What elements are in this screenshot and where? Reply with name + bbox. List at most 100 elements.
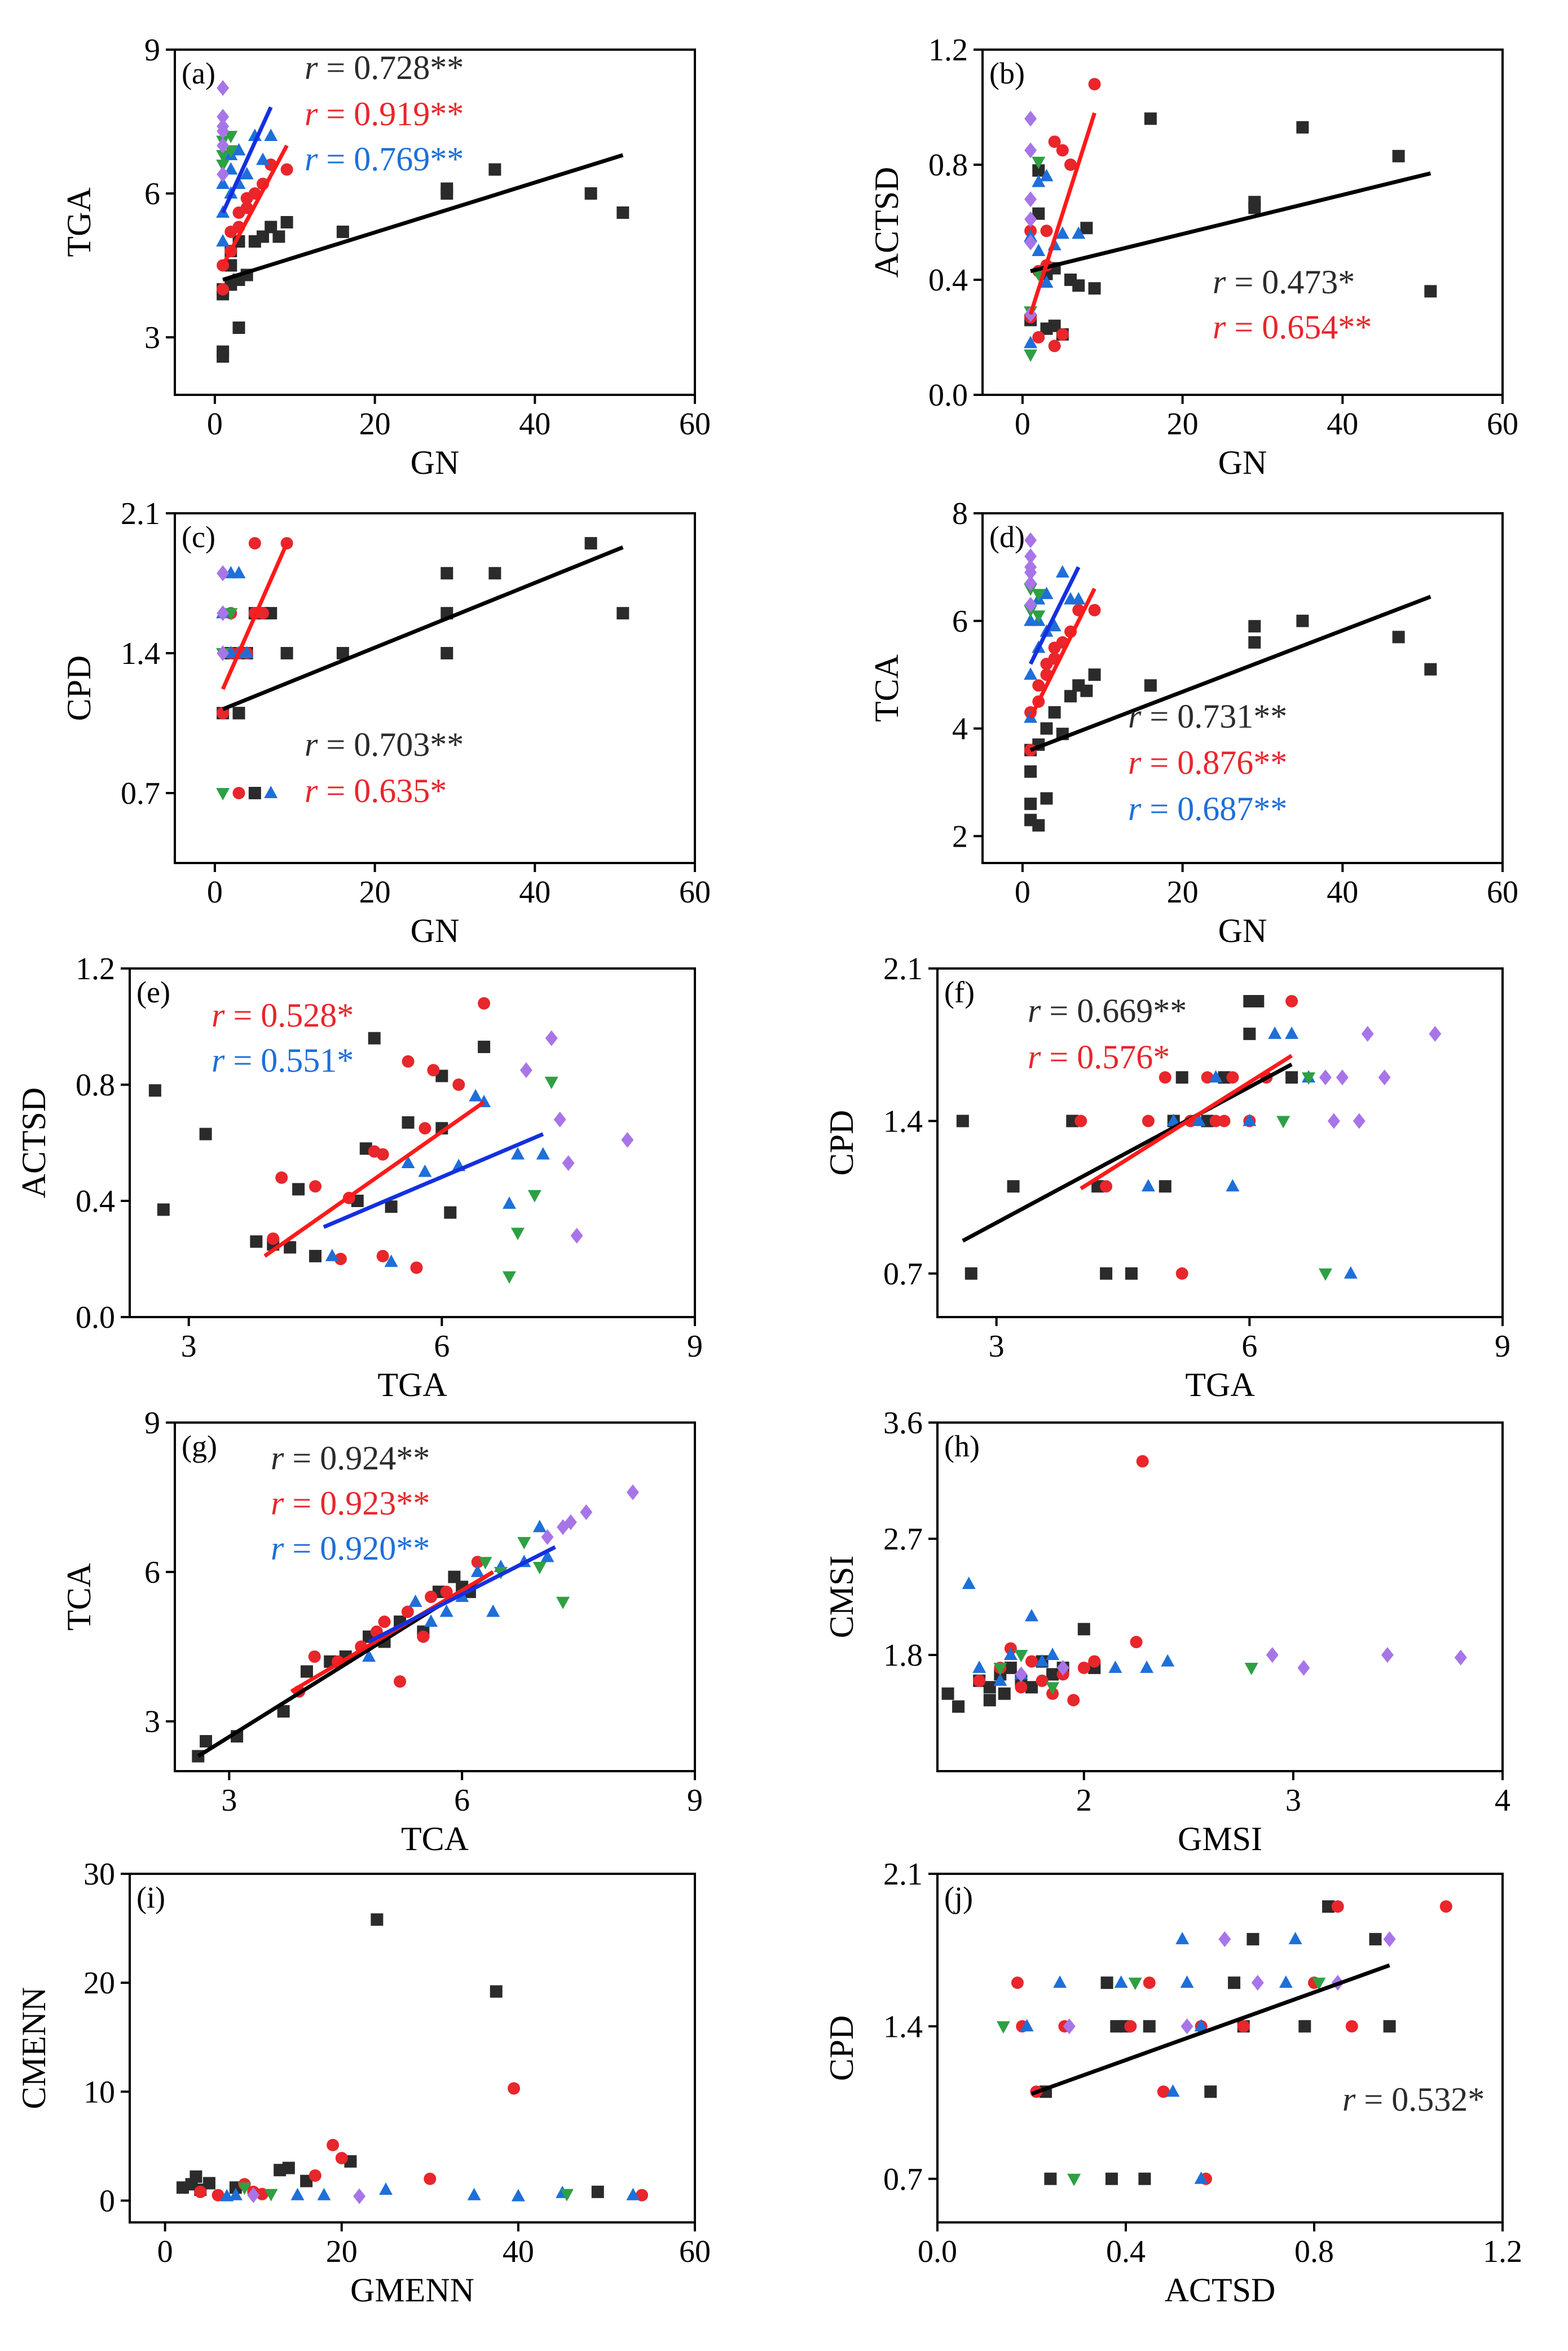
x-tick-label: 3 [1285,1783,1301,1818]
x-tick-label: 0 [157,2234,173,2269]
correlation-annotation: r = 0.635* [305,772,447,809]
point-purple [217,109,230,125]
x-tick-label: 0 [1015,875,1030,910]
x-tick-label: 9 [687,1783,703,1818]
point-blue [1053,1975,1067,1988]
point-black [1125,1267,1138,1280]
fit-line-black [222,545,624,711]
point-blue [232,143,246,156]
point-purple [564,1514,577,1530]
point-purple [1336,1069,1349,1086]
x-axis-title: GMENN [350,2271,474,2309]
correlation-annotation: r = 0.669** [1028,992,1187,1029]
point-black [282,2161,295,2174]
point-purple [1024,111,1037,127]
y-tick-label: 9 [144,1406,160,1441]
point-purple [545,1030,558,1046]
point-purple [1297,1659,1310,1676]
x-tick-label: 3 [181,1329,197,1364]
point-red [478,997,491,1010]
point-red [1040,224,1053,237]
point-blue [216,177,230,189]
x-tick-label: 20 [359,875,391,910]
y-tick-label: 0.0 [928,378,968,413]
point-purple [1353,1113,1366,1129]
point-black [309,1249,322,1262]
point-black [232,322,245,334]
point-purple [570,1227,583,1244]
point-blue [470,1564,485,1577]
x-tick-label: 0.0 [918,2234,957,2269]
point-red [417,1630,430,1643]
correlation-annotation: r = 0.876** [1128,744,1287,781]
point-green [1014,1650,1028,1662]
point-black [1032,207,1045,220]
point-black [1077,1623,1090,1636]
point-red [309,2169,321,2182]
point-purple [1024,548,1037,565]
point-black [591,2185,604,2198]
point-black [441,182,453,195]
point-black [300,1665,313,1678]
point-red [440,1586,453,1599]
point-black [1383,2020,1396,2033]
point-purple [353,2188,366,2204]
plot-frame [174,49,696,396]
x-tick-label: 0 [1015,407,1030,442]
y-tick-label: 3 [144,1705,160,1740]
point-green [1024,349,1038,362]
panel-label: (j) [944,1881,973,1914]
point-green [993,1662,1007,1675]
x-tick-label: 3 [221,1783,237,1818]
point-purple [1024,559,1037,575]
point-blue [1285,1026,1299,1039]
x-tick-label: 60 [679,875,711,910]
point-purple [1024,532,1037,548]
point-black [616,206,629,219]
point-purple [1381,1647,1394,1663]
point-black [280,216,293,228]
y-axis-title: CMENN [15,1987,52,2110]
point-purple [217,645,230,661]
x-tick-label: 2 [1076,1783,1092,1818]
fit-line-blue [1028,566,1081,665]
point-purple [1251,1975,1264,1991]
point-black [490,1985,503,1998]
correlation-annotation: r = 0.551* [212,1042,354,1079]
point-black [1248,620,1261,633]
y-tick-label: 6 [144,1555,160,1590]
point-black [488,163,501,176]
point-green [517,1536,531,1549]
fit-line-black [222,153,624,282]
plot-frame [936,967,1504,1318]
point-purple [1378,1069,1391,1086]
point-blue [228,2187,243,2200]
point-black [1248,201,1261,214]
point-blue [379,2182,393,2195]
panel-label: (f) [944,975,975,1009]
point-blue [418,1164,432,1177]
point-black [1072,279,1085,292]
panel-b: 0 20 40 60 0.0 0.4 0.8 1.2 GN ACTSD (b) r = 0.473* r… [868,33,1518,481]
point-red [232,787,245,799]
y-tick-label: 20 [83,1966,115,2001]
point-red [1077,1661,1090,1674]
y-axis-title: CPD [823,1110,860,1176]
point-red [267,1232,280,1245]
point-black [1088,668,1101,681]
point-red [1157,2085,1170,2098]
y-tick-label: 8 [952,496,968,531]
point-blue [1046,1648,1060,1660]
point-red [1136,1455,1149,1468]
point-red [212,2189,224,2202]
point-black [1144,679,1157,692]
point-red [394,1675,407,1688]
point-black [202,2177,215,2190]
point-black [336,647,349,659]
point-black [1424,663,1437,676]
point-black [941,1687,954,1700]
correlation-annotation: r = 0.687** [1128,790,1287,827]
point-purple [1024,211,1037,227]
point-black [277,1705,290,1718]
x-axis-title: TCA [401,1820,469,1857]
